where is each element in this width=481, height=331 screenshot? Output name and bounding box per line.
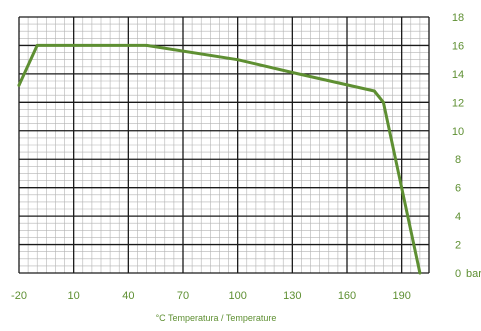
data-point bbox=[35, 44, 39, 47]
y-tick-label: 6 bbox=[455, 183, 461, 195]
x-tick-labels: -20 10 40 70 100 130 160 190 bbox=[11, 290, 411, 302]
x-tick-label: 40 bbox=[122, 290, 134, 302]
x-tick-label: 160 bbox=[338, 290, 356, 302]
y-tick-label: 2 bbox=[455, 240, 461, 252]
series-line-0 bbox=[17, 43, 422, 275]
data-point bbox=[290, 71, 294, 74]
y-unit-label: bar bbox=[466, 268, 481, 280]
y-tick-label: 10 bbox=[452, 126, 464, 138]
data-point bbox=[418, 271, 422, 275]
x-tick-label: -20 bbox=[11, 290, 27, 302]
grid bbox=[18, 16, 430, 274]
y-tick-label: 4 bbox=[455, 211, 461, 223]
data-point bbox=[145, 44, 148, 47]
x-tick-label: 100 bbox=[228, 290, 246, 302]
x-tick-label: 130 bbox=[283, 290, 301, 302]
x-axis-label: °C Temperatura / Temperature bbox=[156, 313, 277, 323]
data-point bbox=[236, 58, 240, 62]
data-point bbox=[382, 100, 385, 104]
y-tick-label: 18 bbox=[452, 12, 464, 24]
x-tick-label: 190 bbox=[392, 290, 410, 302]
y-tick-label: 0 bbox=[455, 268, 461, 280]
y-tick-label: 8 bbox=[455, 154, 461, 166]
series-layer bbox=[17, 43, 422, 275]
x-tick-label: 10 bbox=[68, 290, 80, 302]
data-point bbox=[17, 83, 21, 87]
y-tick-label: 16 bbox=[452, 40, 464, 52]
y-tick-labels: 0 2 4 6 8 10 12 14 16 18 bbox=[452, 12, 464, 280]
data-point bbox=[372, 89, 376, 93]
y-tick-label: 12 bbox=[452, 97, 464, 109]
y-tick-label: 14 bbox=[452, 69, 464, 81]
x-tick-label: 70 bbox=[177, 290, 189, 302]
